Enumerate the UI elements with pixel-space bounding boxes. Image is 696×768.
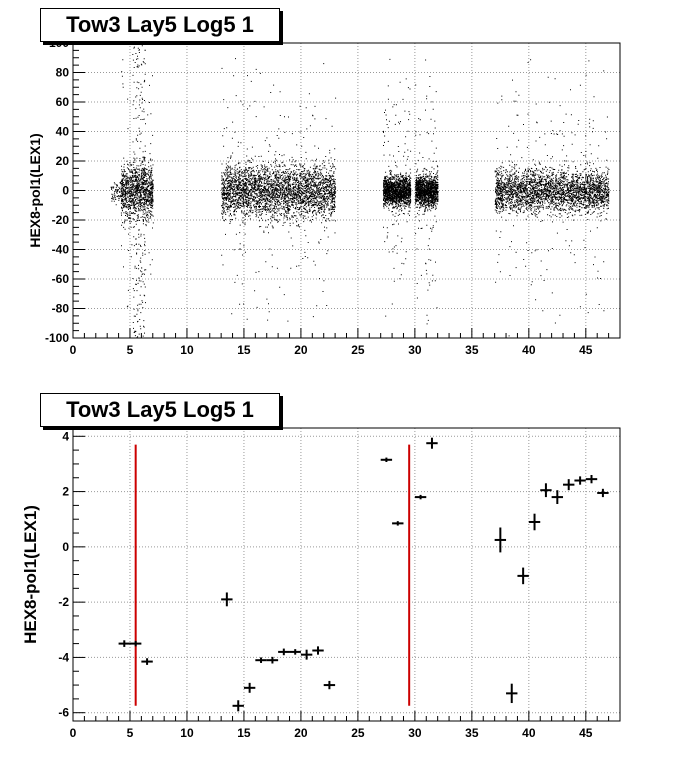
y-tick-label: 60	[56, 95, 70, 109]
x-tick-label: 5	[127, 343, 134, 357]
x-tick-label: 40	[522, 343, 536, 357]
x-tick-label: 30	[408, 343, 422, 357]
y-tick-label: -40	[52, 243, 70, 257]
x-tick-label: 25	[351, 343, 365, 357]
x-tick-label: 45	[579, 726, 593, 740]
data-point	[380, 457, 393, 462]
x-tick-label: 30	[408, 726, 422, 740]
data-point	[574, 476, 586, 485]
data-point	[312, 646, 324, 655]
data-point	[528, 513, 541, 531]
plot2-title: Tow3 Lay5 Log5 1	[40, 393, 280, 427]
y-tick-label: 0	[62, 184, 69, 198]
x-tick-label: 20	[294, 726, 308, 740]
plot1-title: Tow3 Lay5 Log5 1	[40, 8, 280, 42]
x-tick-label: 40	[522, 726, 536, 740]
data-point	[278, 648, 290, 656]
data-point	[517, 567, 529, 585]
x-tick-label: 10	[180, 343, 194, 357]
plot-frame	[72, 427, 621, 722]
data-point	[141, 658, 153, 665]
data-point	[551, 490, 564, 505]
data-point	[118, 640, 130, 647]
x-tick-label: 35	[465, 726, 479, 740]
data-point	[300, 649, 313, 660]
data-point	[392, 521, 404, 526]
data-point	[597, 488, 609, 498]
data-point	[585, 474, 598, 484]
data-point	[243, 682, 256, 693]
data-point	[221, 592, 233, 607]
data-point	[266, 656, 279, 664]
y-axis-label: HEX8-pol1(LEX1)	[27, 133, 43, 247]
data-point	[232, 700, 244, 712]
y-tick-label: -2	[58, 595, 69, 609]
x-tick-label: 35	[465, 343, 479, 357]
y-tick-label: 80	[56, 66, 70, 80]
data-point	[255, 657, 267, 663]
y-tick-label: 20	[56, 154, 70, 168]
data-point	[506, 683, 518, 704]
data-point	[563, 479, 575, 491]
data-point	[426, 437, 438, 449]
y-tick-label: 2	[62, 485, 69, 499]
data-point	[540, 483, 552, 498]
x-tick-label: 20	[294, 343, 308, 357]
y-tick-label: -80	[52, 302, 70, 316]
x-tick-label: 0	[70, 726, 77, 740]
x-tick-label: 0	[70, 343, 77, 357]
x-tick-label: 15	[237, 343, 251, 357]
x-tick-label: 45	[579, 343, 593, 357]
x-tick-label: 25	[351, 726, 365, 740]
data-point	[323, 680, 336, 690]
x-tick-label: 10	[180, 726, 194, 740]
plot-frame	[72, 42, 621, 339]
y-tick-label: -4	[58, 650, 69, 664]
y-axis-label: HEX8-pol1(LEX1)	[21, 505, 40, 644]
plot2-axes: 0 5 10 15 20 25 30 35 40 45 -6 -4 -2 0 2 4 HEX8-pol1(LEX…	[21, 427, 621, 740]
x-tick-label: 15	[237, 726, 251, 740]
y-tick-label: -6	[58, 706, 69, 720]
data-point	[494, 527, 507, 553]
y-tick-label: 0	[62, 540, 69, 554]
y-tick-label: -100	[45, 331, 69, 345]
scatter-points	[110, 43, 610, 339]
y-tick-label: -20	[52, 213, 70, 227]
data-point	[289, 649, 301, 655]
data-point	[414, 494, 427, 500]
data-point	[129, 640, 142, 647]
y-tick-label: 40	[56, 125, 70, 139]
y-tick-label: 4	[62, 429, 69, 443]
x-tick-label: 5	[127, 726, 134, 740]
plot1-axes: 0 5 10 15 20 25 30 35 40 45 -100 -80 -60 -40 -20 0 20 40 6…	[27, 36, 621, 357]
y-tick-label: -60	[52, 272, 70, 286]
